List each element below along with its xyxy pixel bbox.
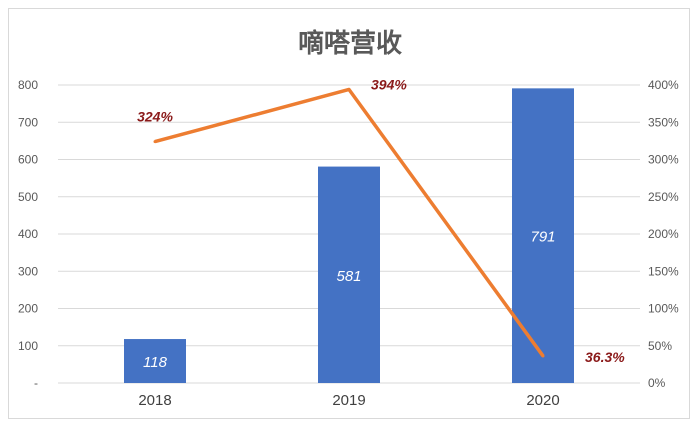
bar-series: 118 581 791 xyxy=(124,88,574,383)
right-axis: 0% 50% 100% 150% 200% 250% 300% 350% 400% xyxy=(648,78,679,390)
bar-data-label: 791 xyxy=(530,229,555,246)
left-tick-label: 200 xyxy=(18,302,38,316)
x-tick-label: 2020 xyxy=(526,392,559,409)
bar xyxy=(512,88,574,383)
line-point xyxy=(541,354,545,358)
line-data-label: 36.3% xyxy=(585,349,625,365)
left-tick-label: 800 xyxy=(18,78,38,92)
right-tick-label: 150% xyxy=(648,264,679,278)
right-tick-label: 200% xyxy=(648,227,679,241)
right-tick-label: 0% xyxy=(648,376,666,390)
left-tick-label: - xyxy=(34,376,38,390)
line-data-label: 324% xyxy=(137,109,173,125)
bar-data-label: 581 xyxy=(336,268,361,285)
right-tick-label: 50% xyxy=(648,339,672,353)
left-tick-label: 700 xyxy=(18,115,38,129)
bar-data-label: 118 xyxy=(143,354,168,371)
chart-title: 嘀嗒营收 xyxy=(298,28,402,59)
left-tick-label: 400 xyxy=(18,227,38,241)
line-data-label: 394% xyxy=(371,76,407,92)
left-tick-label: 600 xyxy=(18,153,38,167)
right-tick-label: 100% xyxy=(648,302,679,316)
bar xyxy=(318,166,380,383)
bar xyxy=(124,339,186,383)
line-point xyxy=(153,140,157,144)
left-tick-label: 300 xyxy=(18,264,38,278)
line-point xyxy=(347,87,351,91)
x-tick-label: 2019 xyxy=(332,392,365,409)
left-axis: - 100 200 300 400 500 600 700 800 xyxy=(18,78,38,390)
x-axis: 2018 2019 2020 xyxy=(138,392,559,409)
left-tick-label: 100 xyxy=(18,339,38,353)
right-tick-label: 350% xyxy=(648,115,679,129)
right-tick-label: 300% xyxy=(648,153,679,167)
left-tick-label: 500 xyxy=(18,190,38,204)
right-tick-label: 400% xyxy=(648,78,679,92)
right-tick-label: 250% xyxy=(648,190,679,204)
line-series: 324% 394% 36.3% xyxy=(137,76,625,364)
x-tick-label: 2018 xyxy=(138,392,171,409)
